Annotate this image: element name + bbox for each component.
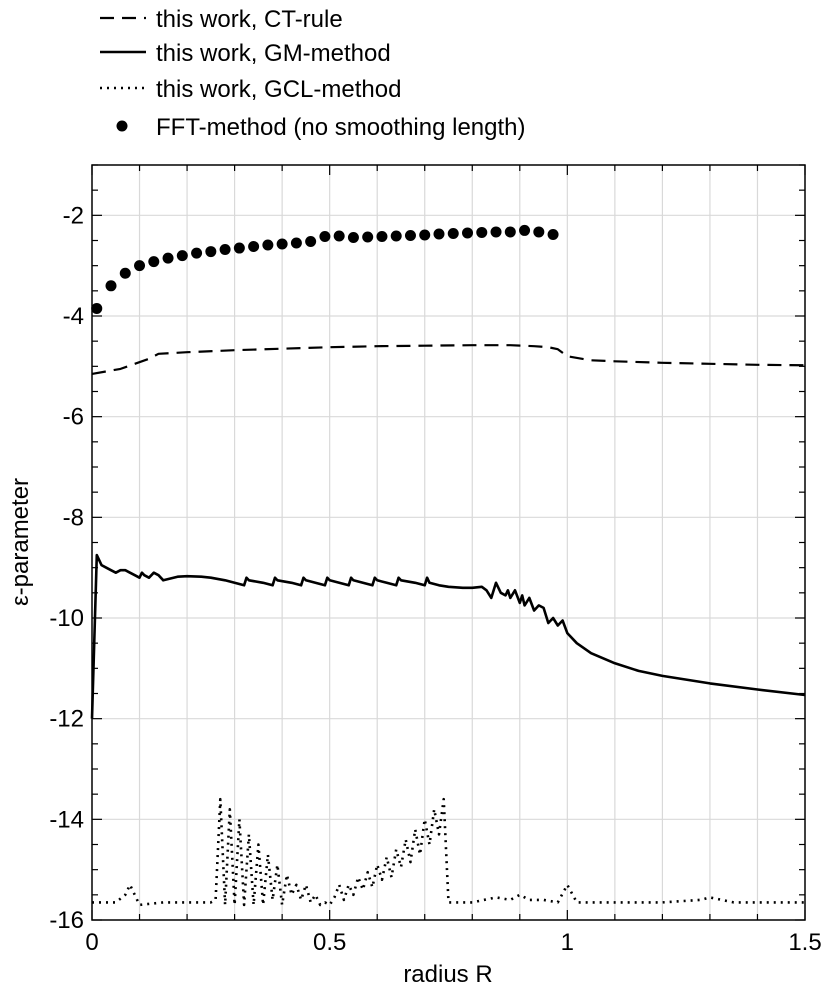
data-point	[419, 229, 431, 241]
data-point	[276, 238, 288, 250]
series-layer	[90, 224, 806, 907]
x-tick-label: 1.5	[788, 929, 821, 956]
data-point	[319, 230, 331, 242]
data-point	[205, 246, 217, 258]
data-point	[447, 227, 459, 239]
data-point	[490, 226, 502, 238]
series-line-dashed	[91, 344, 806, 375]
data-point	[476, 226, 488, 238]
data-point	[134, 260, 146, 272]
data-point	[290, 237, 302, 249]
minor-ticks	[91, 164, 806, 921]
series-fft-method	[91, 224, 559, 314]
y-tick-label: -10	[49, 605, 84, 632]
data-point	[176, 250, 188, 262]
legend-item: this work, GCL-method	[100, 76, 401, 103]
legend-label: this work, CT-rule	[156, 6, 343, 33]
y-tick-label: -16	[49, 907, 84, 934]
data-point	[504, 226, 516, 238]
series-line-solid	[90, 553, 806, 719]
y-tick-label: -6	[63, 404, 84, 431]
data-point	[333, 230, 345, 242]
y-tick-label: -14	[49, 806, 84, 833]
data-point	[305, 236, 317, 248]
data-point	[148, 256, 160, 268]
legend-item: this work, GM-method	[100, 40, 391, 67]
y-axis-title: ε-parameter	[7, 478, 34, 606]
data-point	[219, 244, 231, 256]
x-tick-label: 0.5	[313, 929, 346, 956]
data-point	[404, 229, 416, 241]
data-point	[362, 231, 374, 243]
legend-label: this work, GCL-method	[156, 76, 401, 103]
data-point	[105, 280, 117, 292]
grid-lines	[92, 165, 805, 920]
x-tick-label: 1	[561, 929, 574, 956]
x-axis-title: radius R	[403, 961, 492, 988]
data-point	[547, 228, 559, 240]
data-point	[462, 227, 474, 239]
data-point	[233, 242, 245, 254]
x-axis: 0 0.5 1 1.5	[85, 929, 821, 956]
legend-marker	[116, 120, 128, 132]
y-axis: -16 -14 -12 -10 -8 -6 -4 -2	[49, 202, 84, 934]
plot-frame	[91, 164, 806, 921]
y-tick-label: -12	[49, 706, 84, 733]
data-point	[162, 252, 174, 264]
x-tick-label: 0	[85, 929, 98, 956]
data-point	[433, 228, 445, 240]
y-tick-label: -4	[63, 303, 84, 330]
legend-label: this work, GM-method	[156, 40, 391, 67]
legend-item: this work, CT-rule	[100, 6, 343, 33]
data-point	[191, 247, 203, 259]
data-point	[91, 302, 103, 314]
y-tick-label: -2	[63, 202, 84, 229]
data-point	[376, 230, 388, 242]
legend-item: FFT-method (no smoothing length)	[116, 114, 526, 141]
data-point	[347, 231, 359, 243]
series-line-dotted	[92, 797, 805, 907]
y-tick-label: -8	[63, 504, 84, 531]
data-point	[390, 230, 402, 242]
data-point	[533, 226, 545, 238]
legend-label: FFT-method (no smoothing length)	[156, 114, 526, 141]
legend: this work, CT-rule this work, GM-method th…	[100, 6, 526, 141]
data-point	[262, 239, 274, 251]
data-point	[119, 267, 131, 279]
data-point	[519, 224, 531, 236]
data-point	[248, 241, 260, 253]
